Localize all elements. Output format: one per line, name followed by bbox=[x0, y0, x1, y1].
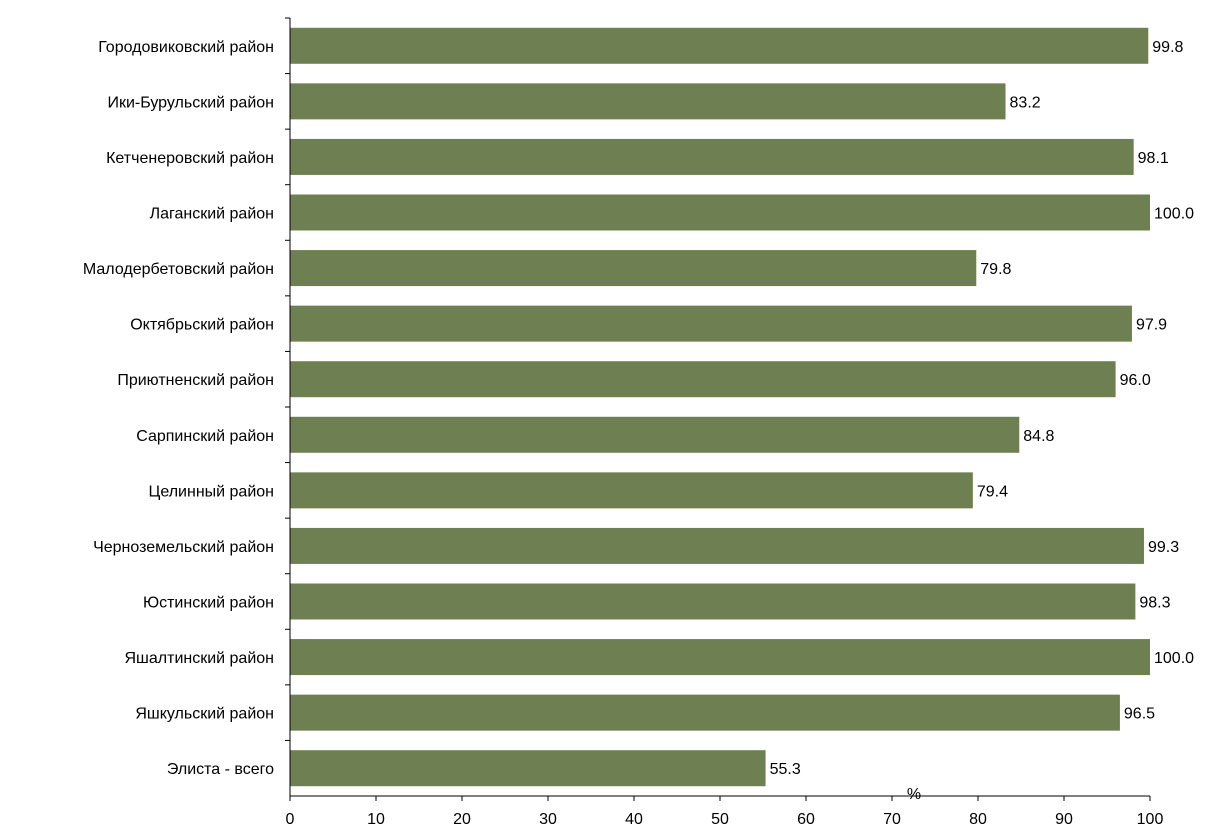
bar bbox=[290, 27, 1149, 64]
data-label: 79.8 bbox=[980, 261, 1011, 278]
bar bbox=[290, 416, 1020, 453]
bar bbox=[290, 361, 1116, 398]
data-label: 98.1 bbox=[1138, 150, 1169, 167]
bar bbox=[290, 305, 1132, 342]
bar bbox=[290, 694, 1120, 731]
bar bbox=[290, 750, 766, 787]
bar bbox=[290, 472, 973, 509]
bar bbox=[290, 138, 1134, 175]
category-label: Яшкульский район bbox=[135, 706, 274, 723]
x-tick-label: 100 bbox=[1137, 811, 1164, 828]
data-label: 83.2 bbox=[1010, 94, 1041, 111]
category-label: Городовиковский район bbox=[98, 39, 274, 56]
data-label: 98.3 bbox=[1139, 595, 1170, 612]
category-label: Целинный район bbox=[149, 483, 275, 500]
x-tick-label: 40 bbox=[625, 811, 643, 828]
data-label: 79.4 bbox=[977, 483, 1008, 500]
category-label: Ики-Бурульский район bbox=[107, 94, 274, 111]
bar bbox=[290, 194, 1150, 231]
x-tick-label: 0 bbox=[286, 811, 295, 828]
data-label: 96.0 bbox=[1120, 372, 1151, 389]
category-label: Сарпинский район bbox=[136, 428, 274, 445]
x-tick-label: 50 bbox=[711, 811, 729, 828]
bar bbox=[290, 527, 1144, 564]
category-label: Юстинский район bbox=[143, 595, 274, 612]
category-label: Черноземельский район bbox=[93, 539, 274, 556]
x-tick-label: 10 bbox=[367, 811, 385, 828]
x-tick-label: 60 bbox=[797, 811, 815, 828]
category-label: Малодербетовский район bbox=[83, 261, 274, 278]
data-label: 97.9 bbox=[1136, 317, 1167, 334]
x-tick-label: 80 bbox=[969, 811, 987, 828]
data-label: 100.0 bbox=[1154, 650, 1194, 667]
category-label: Лаганский район bbox=[150, 206, 274, 223]
category-label: Яшалтинский район bbox=[124, 650, 274, 667]
bar bbox=[290, 83, 1006, 120]
category-label: Кетченеровский район bbox=[106, 150, 274, 167]
data-label: 96.5 bbox=[1124, 706, 1155, 723]
data-label: 100.0 bbox=[1154, 206, 1194, 223]
data-label: 99.8 bbox=[1152, 39, 1183, 56]
bar bbox=[290, 250, 977, 287]
x-tick-label: 30 bbox=[539, 811, 557, 828]
category-label: Элиста - всего bbox=[167, 761, 274, 778]
x-tick-label: 70 bbox=[883, 811, 901, 828]
bar bbox=[290, 639, 1150, 676]
axis-unit-label: % bbox=[907, 786, 921, 803]
data-label: 99.3 bbox=[1148, 539, 1179, 556]
category-label: Приютненский район bbox=[117, 372, 274, 389]
bar bbox=[290, 583, 1136, 620]
data-label: 55.3 bbox=[770, 761, 801, 778]
x-tick-label: 90 bbox=[1055, 811, 1073, 828]
category-label: Октябрьский район bbox=[130, 317, 274, 334]
data-label: 84.8 bbox=[1023, 428, 1054, 445]
x-tick-label: 20 bbox=[453, 811, 471, 828]
